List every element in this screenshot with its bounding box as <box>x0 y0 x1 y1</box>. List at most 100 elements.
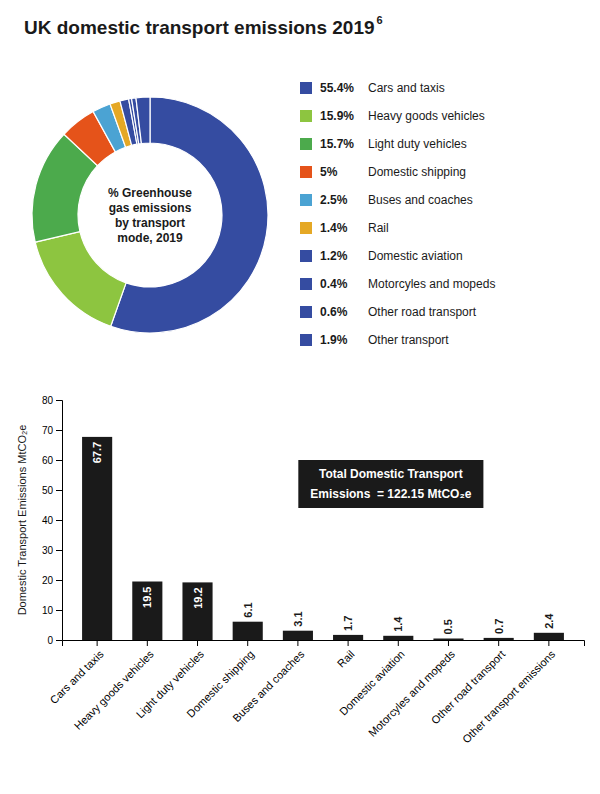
total-box-background <box>298 460 483 508</box>
x-tick-mark <box>147 640 148 646</box>
data-label: 0.5 <box>442 619 454 634</box>
legend-value: 15.9% <box>320 109 354 123</box>
bar <box>433 639 463 641</box>
legend-swatch <box>300 194 312 206</box>
data-label: 2.4 <box>543 613 555 629</box>
donut-slice <box>136 97 150 144</box>
x-tick-mark <box>348 640 349 646</box>
y-tick-label: 20 <box>42 575 54 586</box>
data-label: 67.7 <box>91 442 103 463</box>
legend-item: 1.4%Rail <box>300 221 389 235</box>
legend-value: 1.2% <box>320 249 348 263</box>
donut-center-line: gas emissions <box>109 201 192 215</box>
y-tick-mark <box>56 520 62 521</box>
y-tick-mark <box>56 430 62 431</box>
legend-value: 55.4% <box>320 81 354 95</box>
x-tick-mark <box>247 640 248 646</box>
legend-item: 2.5% Buses and coaches <box>300 193 473 207</box>
x-tick: Cars and taxis <box>47 640 106 706</box>
legend-value: 0.6% <box>320 305 348 319</box>
y-tick: 80 <box>42 395 62 406</box>
legend-value: 5% <box>320 165 338 179</box>
bar <box>484 638 514 640</box>
x-tick: Other transport emissions <box>460 640 558 745</box>
donut-center-line: % Greenhouse <box>108 186 192 200</box>
y-tick-label: 10 <box>42 605 54 616</box>
donut: % Greenhousegas emissionsby transportmod… <box>32 97 268 333</box>
data-label: 0.7 <box>493 619 505 634</box>
y-tick-label: 50 <box>42 485 54 496</box>
y-tick: 60 <box>42 455 62 466</box>
legend-label: Other transport <box>368 333 449 347</box>
y-tick: 50 <box>42 485 62 496</box>
data-labels: 67.719.519.26.13.11.71.40.50.72.4 <box>91 442 555 635</box>
data-label: 19.2 <box>192 587 204 608</box>
y-tick: 70 <box>42 425 62 436</box>
data-label: 6.1 <box>242 602 254 617</box>
x-axis: Cars and taxisHeavy goods vehiclesLight … <box>47 640 584 745</box>
data-label: 19.5 <box>141 587 153 608</box>
legend: 55.4% Cars and taxis 15.9%Heavy goods vehi… <box>300 81 495 347</box>
total-box-line: Emissions = 122.15 MtCO₂e <box>310 487 471 501</box>
legend-value: 1.9% <box>320 333 348 347</box>
data-label: 3.1 <box>292 611 304 626</box>
y-tick: 20 <box>42 575 62 586</box>
y-tick-label: 30 <box>42 545 54 556</box>
legend-swatch <box>300 250 312 262</box>
x-tick-mark <box>548 640 549 646</box>
y-tick-mark <box>56 400 62 401</box>
legend-label: Light duty vehicles <box>368 137 467 151</box>
x-tick-label: Other transport emissions <box>460 647 558 745</box>
title-superscript: 6 <box>377 14 383 26</box>
x-axis-line <box>63 641 585 647</box>
legend-label: Other road transport <box>368 305 477 319</box>
y-tick: 0 <box>47 635 62 646</box>
legend-label: Buses and coaches <box>368 193 473 207</box>
legend-label: Cars and taxis <box>368 81 445 95</box>
y-tick-mark <box>56 640 62 641</box>
legend-swatch <box>300 110 312 122</box>
x-tick-mark <box>398 640 399 646</box>
legend-item: 0.4%Motorcyles and mopeds <box>300 277 495 291</box>
x-tick-mark <box>197 640 198 646</box>
legend-swatch <box>300 138 312 150</box>
y-tick-mark <box>56 580 62 581</box>
bar <box>82 437 112 640</box>
legend-value: 1.4% <box>320 221 348 235</box>
donut-center-text: % Greenhousegas emissionsby transportmod… <box>108 186 192 245</box>
x-tick-mark <box>498 640 499 646</box>
legend-item: 15.9%Heavy goods vehicles <box>300 109 485 123</box>
y-tick-mark <box>56 490 62 491</box>
legend-value: 2.5% <box>320 193 348 207</box>
legend-swatch <box>300 166 312 178</box>
bar <box>283 631 313 640</box>
legend-item: 0.6% Other road transport <box>300 305 477 319</box>
bar <box>233 622 263 640</box>
legend-swatch <box>300 82 312 94</box>
bars <box>82 437 564 640</box>
bar <box>132 582 162 641</box>
y-tick: 40 <box>42 515 62 526</box>
x-tick: Buses and coaches <box>230 640 307 724</box>
donut-center-line: by transport <box>115 216 185 230</box>
x-tick-mark <box>97 640 98 646</box>
y-tick-mark <box>56 610 62 611</box>
y-tick-label: 40 <box>42 515 54 526</box>
bar <box>383 636 413 640</box>
legend-item: 15.7%Light duty vehicles <box>300 137 467 151</box>
x-tick: Motorcyles and mopeds <box>366 640 457 739</box>
y-tick-mark <box>56 550 62 551</box>
donut-slice <box>111 97 268 333</box>
y-tick-label: 60 <box>42 455 54 466</box>
legend-label: Motorcyles and mopeds <box>368 277 495 291</box>
donut-center-line: mode, 2019 <box>117 231 183 245</box>
y-axis-line <box>56 401 63 641</box>
legend-item: 5%Domestic shipping <box>300 165 466 179</box>
y-tick: 30 <box>42 545 62 556</box>
y-tick-mark <box>56 460 62 461</box>
legend-swatch <box>300 306 312 318</box>
bar <box>182 582 212 640</box>
total-box-line: Total Domestic Transport <box>319 467 463 481</box>
x-tick-label: Buses and coaches <box>230 648 307 725</box>
legend-swatch <box>300 278 312 290</box>
